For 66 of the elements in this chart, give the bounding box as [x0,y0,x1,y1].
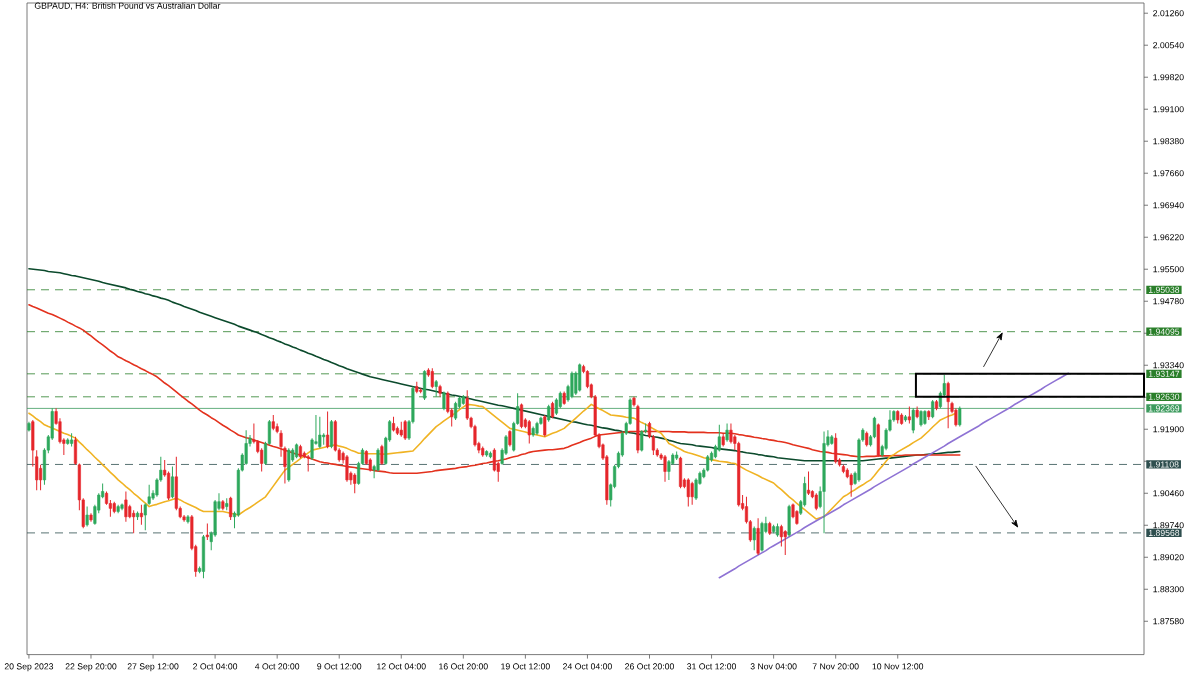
y-tick-label: 1.95500 [1153,266,1184,273]
candlestick [834,432,838,464]
candlestick [132,509,136,534]
x-tick-label: 31 Oct 12:00 [687,663,737,670]
y-tick-label: 1.98380 [1153,138,1184,145]
candlestick [690,481,694,506]
x-tick-label: 2 Oct 04:00 [193,663,238,670]
ref-line-label: 1.92369 [1148,405,1180,412]
candlestick [442,390,446,411]
candlestick [663,454,667,483]
candlestick [752,526,756,551]
candlestick [725,422,729,443]
candlestick [806,470,811,496]
x-tick-label: 16 Oct 20:00 [439,663,488,670]
x-tick-label: 20 Sep 2023 [4,663,54,672]
ref-line-label: 1.91108 [1148,461,1179,468]
candlestick [783,529,787,556]
x-tick-label: 19 Oct 12:00 [501,663,550,670]
candlestick [543,414,547,438]
candlestick [686,477,690,508]
candlestick [124,490,128,523]
x-tick-label: 9 Oct 12:00 [317,663,362,670]
x-tick-label: 24 Oct 04:00 [563,663,612,670]
x-tick-label: 22 Sep 20:00 [65,663,117,672]
x-tick-label: 4 Oct 20:00 [254,663,300,670]
candlestick [946,381,950,429]
candlestick [318,416,322,449]
y-tick-label: 1.93340 [1153,362,1184,369]
candlestick [403,419,407,441]
y-tick-label: 1.99820 [1153,74,1184,81]
candlestick [85,506,89,528]
y-tick-label: 1.90460 [1153,490,1184,497]
y-tick-label: 1.88300 [1153,586,1184,593]
y-tick-label: 1.89740 [1153,522,1184,529]
x-tick-label: 27 Sep 12:00 [127,663,179,672]
y-tick-label: 1.87580 [1153,618,1184,625]
candlestick [849,472,853,498]
candlestick [430,367,434,389]
candlestick [527,419,531,444]
y-tick-label: 1.97660 [1153,170,1184,177]
ref-line-label: 1.94095 [1148,328,1180,335]
x-tick-label: 3 Nov 04:00 [750,663,797,670]
candlestick [958,406,962,428]
y-tick-label: 1.99100 [1153,106,1184,113]
candlestick [353,472,357,494]
y-tick-label: 1.96220 [1153,234,1184,241]
y-tick-label: 1.94780 [1153,298,1184,305]
candlestick [570,370,574,399]
ref-line-label: 1.92630 [1148,393,1180,400]
y-tick-label: 2.01260 [1153,10,1184,17]
candlestick [380,444,384,466]
y-tick-label: 1.91900 [1153,426,1184,433]
candlestick [911,407,915,434]
x-tick-label: 12 Oct 04:00 [377,663,426,670]
y-tick-label: 1.96940 [1153,202,1184,209]
chart-title: GBPAUD, H4: British Pound vs Australian Dollar [34,2,221,10]
ref-line-label: 1.95038 [1148,286,1180,293]
ref-line-label: 1.89568 [1148,529,1180,536]
x-tick-label: 26 Oct 20:00 [625,663,674,670]
candlestick [454,401,458,421]
candlestick [345,454,349,483]
x-tick-label: 7 Nov 20:00 [812,663,859,670]
x-tick-label: 10 Nov 12:00 [872,663,924,670]
y-tick-label: 2.00540 [1153,42,1184,49]
ref-line-label: 1.93147 [1148,370,1180,377]
y-tick-label: 1.89020 [1153,554,1184,561]
